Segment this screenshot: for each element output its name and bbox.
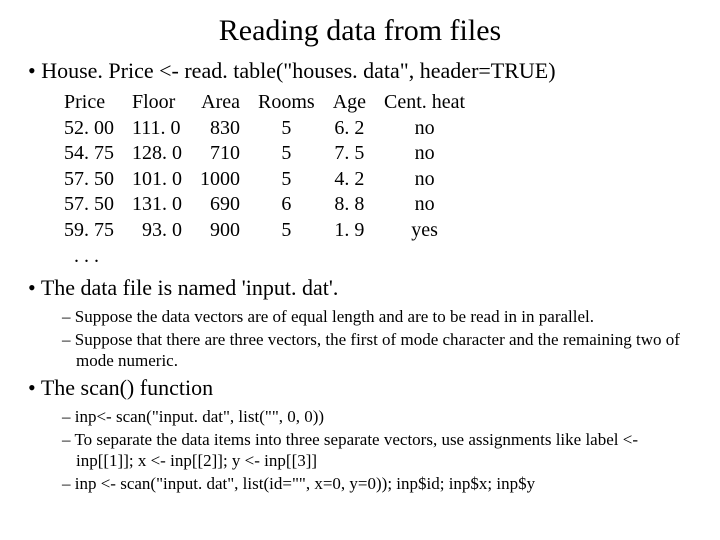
table-ellipsis: . . . (56, 244, 692, 270)
sub-three-vectors: Suppose that there are three vectors, th… (62, 330, 692, 371)
col-age: Age (325, 90, 376, 116)
page-title: Reading data from files (28, 14, 692, 48)
col-floor: Floor (124, 90, 192, 116)
bullet-read-table: House. Price <- read. table("houses. dat… (28, 58, 692, 84)
bullet-scan: The scan() function (28, 375, 692, 401)
bullet-input-dat: The data file is named 'input. dat'. (28, 275, 692, 301)
data-table: Price Floor Area Rooms Age Cent. heat 52… (56, 90, 692, 269)
sub-parallel: Suppose the data vectors are of equal le… (62, 307, 692, 328)
col-rooms: Rooms (250, 90, 325, 116)
col-price: Price (56, 90, 124, 116)
sub-scan-assign: To separate the data items into three se… (62, 430, 692, 471)
table-row: 54. 75 128. 0 710 5 7. 5 no (56, 141, 475, 167)
table-row: 57. 50 131. 0 690 6 8. 8 no (56, 192, 475, 218)
table-row: 57. 50 101. 0 1000 5 4. 2 no (56, 167, 475, 193)
table-row: 59. 75 93. 0 900 5 1. 9 yes (56, 218, 475, 244)
table-row: 52. 00 111. 0 830 5 6. 2 no (56, 116, 475, 142)
table-header-row: Price Floor Area Rooms Age Cent. heat (56, 90, 475, 116)
col-area: Area (192, 90, 250, 116)
sub-scan-named: inp <- scan("input. dat", list(id="", x=… (62, 474, 692, 495)
sub-scan-call: inp<- scan("input. dat", list("", 0, 0)) (62, 407, 692, 428)
col-centheat: Cent. heat (376, 90, 475, 116)
